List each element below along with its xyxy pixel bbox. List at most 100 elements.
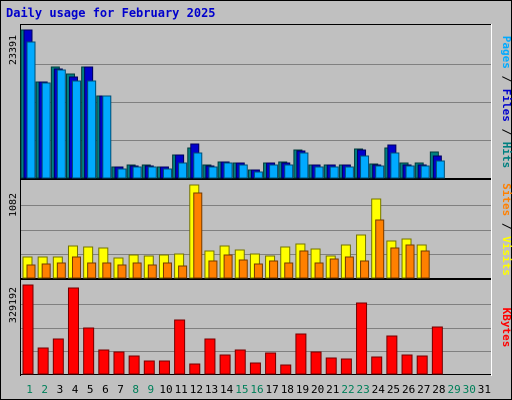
bar-pages-day-13 — [208, 166, 218, 179]
bar-pages-day-1 — [26, 41, 36, 179]
bar-kbytes-day-5 — [83, 327, 95, 375]
x-tick-label-day-27: 27 — [417, 383, 430, 396]
bar-kbytes-day-16 — [249, 362, 261, 375]
x-tick-label-day-31: 31 — [478, 383, 491, 396]
x-tick-label-day-23: 23 — [357, 383, 370, 396]
bar-pages-day-15 — [238, 164, 248, 179]
bar-pages-day-27 — [420, 165, 430, 179]
x-tick-label-day-13: 13 — [205, 383, 218, 396]
bar-pages-day-5 — [87, 80, 97, 179]
bar-kbytes-day-12 — [189, 363, 201, 375]
bar-sites-day-1 — [26, 264, 36, 279]
bar-sites-day-26 — [405, 244, 415, 279]
bar-pages-day-21 — [329, 166, 339, 179]
y-max-label: 329192 — [8, 287, 19, 323]
bar-kbytes-day-25 — [386, 335, 398, 375]
x-tick-label-day-4: 4 — [72, 383, 79, 396]
x-tick-label-day-14: 14 — [220, 383, 234, 396]
bar-kbytes-day-15 — [234, 349, 246, 375]
legend-item: Pages — [500, 36, 512, 69]
bar-kbytes-day-7 — [113, 351, 125, 375]
bar-sites-day-21 — [329, 258, 339, 279]
legend-item: Files — [500, 89, 512, 122]
legend-item: KBytes — [500, 308, 512, 348]
bar-sites-day-6 — [102, 262, 112, 279]
bar-pages-day-14 — [223, 162, 233, 179]
x-tick-label-day-8: 8 — [132, 383, 139, 396]
bar-pages-day-11 — [178, 162, 188, 179]
x-tick-label-day-25: 25 — [387, 383, 400, 396]
bar-pages-day-23 — [360, 155, 370, 179]
bar-pages-day-6 — [102, 95, 112, 179]
y-max-label: 1082 — [8, 193, 19, 217]
x-tick-label-day-26: 26 — [402, 383, 415, 396]
legend-item: / — [500, 216, 512, 236]
bar-pages-day-9 — [147, 166, 157, 179]
bar-sites-day-4 — [71, 256, 81, 279]
bar-kbytes-day-23 — [356, 302, 368, 375]
x-tick-label-day-28: 28 — [432, 383, 445, 396]
bar-pages-day-8 — [132, 166, 142, 179]
bar-pages-day-24 — [375, 165, 385, 179]
bar-kbytes-day-21 — [325, 357, 337, 375]
bar-pages-day-2 — [41, 82, 51, 179]
bar-pages-day-4 — [71, 80, 81, 179]
bar-kbytes-day-28 — [431, 326, 443, 375]
bar-kbytes-day-2 — [37, 347, 49, 375]
x-tick-label-day-30: 30 — [463, 383, 476, 396]
bar-kbytes-day-3 — [52, 338, 64, 375]
bar-sites-day-10 — [162, 262, 172, 279]
bar-kbytes-day-22 — [340, 358, 352, 375]
bar-pages-day-18 — [284, 164, 294, 179]
legend-item: Hits — [500, 142, 512, 169]
legend-item: / — [500, 122, 512, 142]
bar-pages-day-22 — [344, 166, 354, 179]
x-tick-label-day-10: 10 — [159, 383, 172, 396]
bar-kbytes-day-8 — [128, 355, 140, 375]
x-tick-label-day-5: 5 — [87, 383, 94, 396]
bar-pages-day-12 — [193, 152, 203, 179]
x-tick-label-day-2: 2 — [41, 383, 48, 396]
bar-pages-day-26 — [405, 165, 415, 179]
legend: Sites / Visits — [500, 183, 512, 276]
bar-kbytes-day-14 — [219, 354, 231, 375]
bar-sites-day-20 — [314, 262, 324, 279]
x-tick-label-day-9: 9 — [148, 383, 155, 396]
bar-pages-day-16 — [253, 171, 263, 179]
bar-sites-day-24 — [375, 219, 385, 279]
bar-sites-day-22 — [344, 256, 354, 279]
x-tick-label-day-29: 29 — [447, 383, 460, 396]
bar-pages-day-25 — [390, 152, 400, 179]
x-tick-label-day-24: 24 — [372, 383, 386, 396]
bar-sites-day-15 — [238, 259, 248, 279]
bar-sites-day-11 — [178, 265, 188, 279]
x-tick-label-day-1: 1 — [26, 383, 33, 396]
bar-kbytes-day-27 — [416, 355, 428, 375]
bar-sites-day-7 — [117, 264, 127, 279]
x-tick-label-day-19: 19 — [296, 383, 309, 396]
bar-sites-day-8 — [132, 262, 142, 279]
x-tick-label-day-22: 22 — [341, 383, 354, 396]
bar-kbytes-day-24 — [371, 356, 383, 375]
bar-sites-day-5 — [87, 262, 97, 279]
bar-kbytes-day-17 — [265, 352, 277, 375]
bar-kbytes-day-6 — [98, 349, 110, 375]
bar-sites-day-2 — [41, 263, 51, 279]
bar-sites-day-12 — [193, 192, 203, 279]
bar-sites-day-27 — [420, 250, 430, 279]
bar-sites-day-9 — [147, 264, 157, 279]
bar-pages-day-7 — [117, 168, 127, 179]
bar-kbytes-day-1 — [22, 284, 34, 375]
bar-sites-day-17 — [269, 260, 279, 279]
bar-sites-day-18 — [284, 262, 294, 279]
bar-sites-day-13 — [208, 260, 218, 279]
bar-pages-day-10 — [162, 168, 172, 179]
bar-kbytes-day-13 — [204, 338, 216, 375]
x-tick-label-day-17: 17 — [266, 383, 279, 396]
bar-kbytes-day-4 — [67, 287, 79, 375]
x-tick-label-day-3: 3 — [57, 383, 64, 396]
bar-sites-day-16 — [253, 263, 263, 279]
bar-pages-day-19 — [299, 152, 309, 179]
bar-kbytes-day-9 — [143, 360, 155, 375]
bar-kbytes-day-19 — [295, 333, 307, 375]
